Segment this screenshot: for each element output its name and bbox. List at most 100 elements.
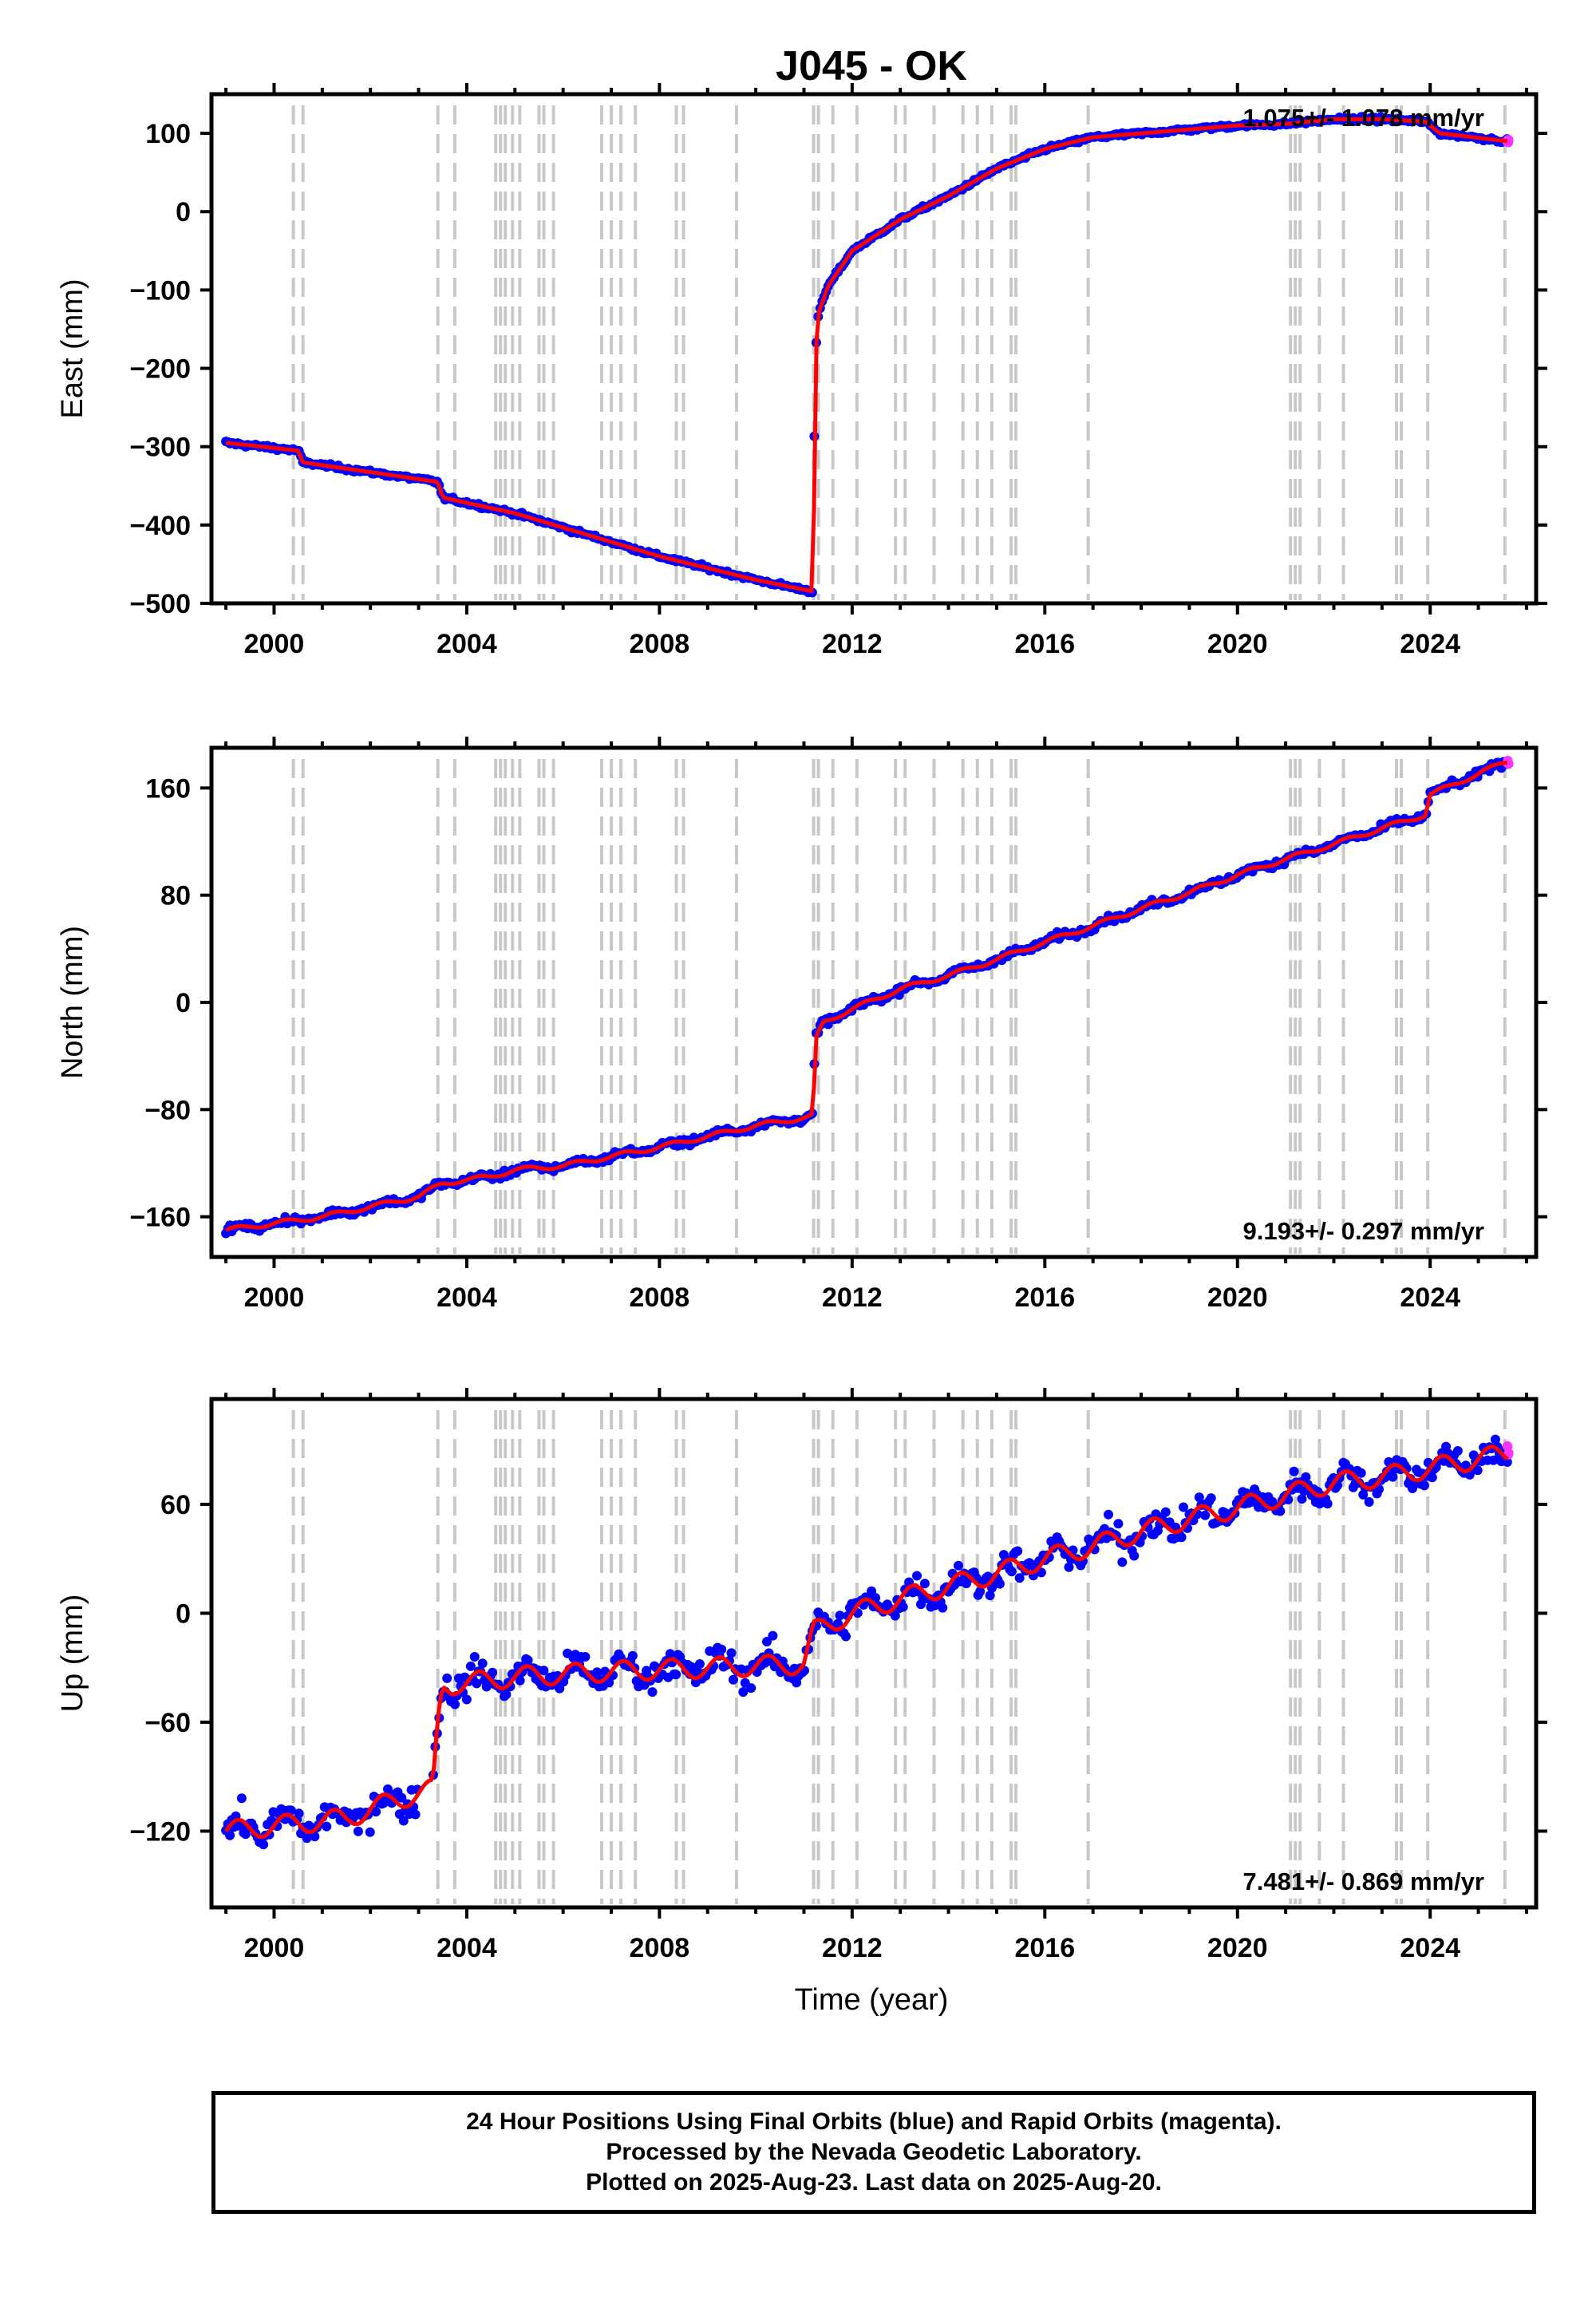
data-point (994, 1579, 1005, 1589)
panel-north: −160 −80 0 80 160 2000 2004 2008 2012 2016 2020 202… (56, 737, 1547, 1313)
y-tick-label: 160 (145, 773, 191, 804)
y-tick-label: −300 (129, 433, 191, 463)
data-point (592, 1667, 602, 1678)
y-tick-label: 100 (145, 119, 191, 149)
data-point (1129, 1551, 1140, 1561)
velocity-label: 1.075+/- 1.078 mm/yr (1243, 104, 1484, 132)
step-lines (291, 759, 1507, 1254)
data-point (975, 1587, 986, 1597)
data-point (523, 1655, 533, 1666)
model-fit-line (225, 117, 1508, 594)
y-tick-label: 0 (176, 1599, 191, 1629)
data-point (985, 1591, 995, 1601)
y-tick-label: 0 (176, 988, 191, 1018)
data-point (954, 1560, 963, 1571)
data-point (539, 1666, 549, 1676)
footer-line-1: 24 Hour Positions Using Final Orbits (bl… (466, 2109, 1282, 2135)
x-tick-label: 2020 (1207, 1282, 1268, 1313)
data-point (938, 1603, 948, 1613)
data-point (1064, 1562, 1074, 1572)
footer-line-3: Plotted on 2025-Aug-23. Last data on 202… (586, 2169, 1162, 2195)
data-point (236, 1793, 247, 1804)
data-point (225, 1830, 235, 1840)
x-tick-label: 2024 (1400, 1282, 1460, 1313)
data-point (515, 1675, 525, 1686)
rapid-orbit-points (1502, 1441, 1514, 1460)
data-point (1356, 1468, 1366, 1478)
x-tick-label: 2012 (822, 1282, 883, 1313)
data-point (912, 1571, 922, 1581)
rapid-data-point (1503, 1448, 1514, 1458)
x-tick-label: 2016 (1014, 1282, 1075, 1313)
data-point (671, 1670, 681, 1680)
data-point (738, 1687, 749, 1697)
x-tick-label: 2008 (630, 629, 690, 659)
x-axis-label: Time (year) (795, 1983, 949, 2017)
data-point (371, 1807, 381, 1817)
data-point (397, 1792, 407, 1803)
data-point (294, 1808, 304, 1819)
y-tick-label: −80 (144, 1095, 191, 1125)
data-point (717, 1644, 727, 1654)
panel-east: −500 −400 −300 −200 −100 0 100 2000 2004 2008 2012… (56, 83, 1547, 659)
x-tick-label: 2020 (1207, 1933, 1268, 1963)
velocity-label: 7.481+/- 0.869 mm/yr (1243, 1867, 1484, 1895)
data-point (1176, 1532, 1187, 1543)
y-tick-label: −60 (144, 1708, 191, 1738)
data-point (665, 1649, 675, 1659)
data-point (890, 1611, 900, 1621)
model-fit-line (224, 1445, 1509, 1840)
data-point (1452, 1446, 1463, 1456)
data-point (1322, 1499, 1333, 1509)
x-tick-label: 2024 (1400, 1933, 1460, 1963)
data-point (647, 1687, 658, 1697)
data-point (1427, 1472, 1437, 1483)
data-point (322, 1821, 332, 1832)
x-tick-label: 2012 (822, 629, 883, 659)
data-point (1301, 1472, 1311, 1482)
plot-frame (209, 1397, 1539, 1910)
x-tick-label: 2016 (1014, 1933, 1075, 1963)
y-axis-label: Up (mm) (56, 1595, 89, 1713)
x-tick-label: 2004 (437, 1282, 497, 1313)
velocity-label: 9.193+/- 0.297 mm/yr (1243, 1217, 1484, 1245)
y-tick-label: 60 (160, 1490, 191, 1520)
data-point (726, 1648, 737, 1658)
y-tick-label: −400 (129, 511, 191, 541)
data-point (1472, 1465, 1483, 1476)
data-point (762, 1637, 772, 1646)
data-point (469, 1652, 480, 1662)
x-tick-label: 2024 (1400, 629, 1460, 659)
x-tick-label: 2004 (437, 629, 497, 659)
data-point (1419, 1480, 1429, 1491)
data-point (353, 1826, 363, 1836)
y-tick-label: −120 (129, 1816, 191, 1847)
data-point (1117, 1557, 1128, 1567)
data-point (746, 1683, 757, 1694)
data-point (1006, 1567, 1017, 1577)
footer-line-2: Processed by the Nevada Geodetic Laborat… (606, 2139, 1142, 2165)
data-point (1206, 1493, 1216, 1504)
data-point (1113, 1519, 1124, 1529)
y-tick-label: −160 (129, 1203, 191, 1233)
data-point (472, 1678, 482, 1689)
data-point (398, 1816, 409, 1826)
data-point (871, 1593, 881, 1603)
data-point (1194, 1492, 1204, 1503)
data-point (1297, 1494, 1307, 1504)
data-point (259, 1840, 269, 1850)
data-point (1160, 1507, 1171, 1517)
y-tick-label: −100 (129, 275, 191, 306)
data-point (1014, 1573, 1025, 1583)
data-point (1289, 1466, 1299, 1476)
data-point (1179, 1502, 1188, 1512)
data-point (1488, 1455, 1499, 1465)
step-lines (291, 105, 1507, 600)
data-point (835, 1611, 845, 1621)
data-point (442, 1673, 452, 1683)
data-point (488, 1667, 498, 1678)
data-point (450, 1699, 460, 1709)
data-point (1275, 1506, 1286, 1516)
x-tick-label: 2004 (437, 1933, 497, 1963)
plot-frame (209, 92, 1539, 606)
